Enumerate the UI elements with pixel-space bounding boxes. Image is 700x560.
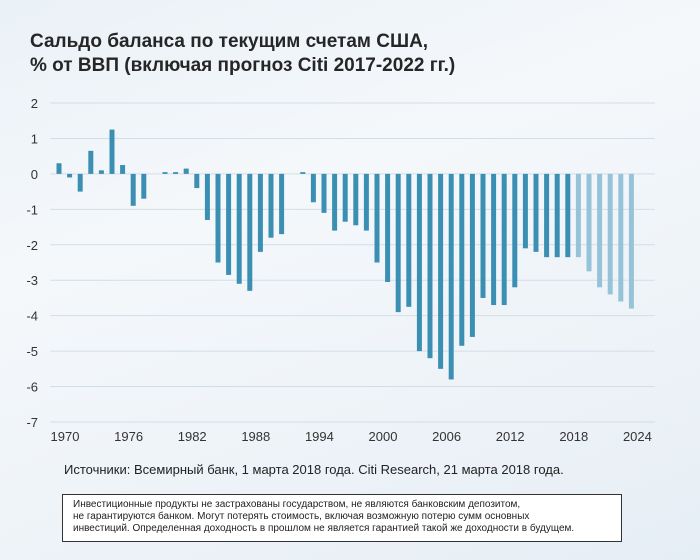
- bar-2015: [533, 173, 539, 252]
- x-tick-label: 1982: [178, 429, 207, 444]
- bar-series: [56, 129, 634, 380]
- bar-2006: [438, 173, 444, 369]
- bar-2007: [448, 173, 454, 380]
- bar-1985: [215, 173, 221, 263]
- y-tick-label: -7: [26, 415, 38, 430]
- y-tick-label: -1: [26, 202, 38, 217]
- bar-2008: [459, 173, 465, 346]
- x-tick-label: 2024: [623, 429, 652, 444]
- bar-2005: [427, 173, 433, 359]
- bar-1975: [109, 129, 115, 174]
- bar-2024: [628, 173, 634, 309]
- grid-lines: [50, 102, 655, 423]
- bar-2020: [586, 173, 592, 272]
- bar-1998: [353, 173, 359, 226]
- bar-1977: [130, 173, 136, 206]
- bar-2013: [512, 173, 518, 288]
- bar-1990: [268, 173, 274, 238]
- y-tick-label: 0: [31, 167, 38, 182]
- x-tick-label: 2006: [432, 429, 461, 444]
- bar-2009: [469, 173, 475, 337]
- bar-2014: [522, 173, 528, 249]
- chart-title-line-2: % от ВВП (включая прогноз Citi 2017-2022…: [30, 55, 456, 76]
- y-tick-label: -4: [26, 309, 38, 324]
- bar-1984: [204, 173, 210, 220]
- y-axis-ticks: 2 1 0 -1 -2 -3 -4 -5 -6 -7: [26, 96, 38, 430]
- bar-2002: [395, 173, 401, 313]
- x-tick-label: 1970: [51, 429, 80, 444]
- bar-1983: [194, 173, 200, 189]
- chart-title-line-1: Сальдо баланса по текущим счетам США,: [30, 31, 429, 52]
- bar-1997: [342, 173, 348, 222]
- bar-1972: [77, 173, 83, 192]
- disclaimer-line-2: не гарантируются банком. Могут потерять …: [73, 511, 530, 522]
- x-tick-label: 1988: [241, 429, 270, 444]
- bar-2021: [597, 173, 603, 288]
- disclaimer-box: Инвестиционные продукты не застрахованы …: [62, 494, 622, 542]
- bar-1996: [332, 173, 338, 231]
- bar-2012: [501, 173, 507, 306]
- bar-1991: [279, 173, 285, 235]
- bar-2018: [565, 173, 571, 258]
- y-tick-label: -6: [26, 380, 38, 395]
- bar-2003: [406, 173, 412, 307]
- bar-1981: [173, 172, 179, 174]
- x-tick-label: 1994: [305, 429, 334, 444]
- bar-1978: [141, 173, 147, 199]
- bar-1999: [363, 173, 369, 231]
- bar-1982: [183, 168, 189, 174]
- bar-1987: [236, 173, 242, 284]
- bar-2017: [554, 173, 560, 258]
- bar-1995: [321, 173, 327, 213]
- bar-1976: [120, 165, 126, 174]
- bar-2011: [491, 173, 497, 306]
- bar-1988: [247, 173, 253, 291]
- bar-1986: [226, 173, 232, 275]
- bar-2023: [618, 173, 624, 302]
- x-tick-label: 2012: [496, 429, 525, 444]
- chart-title: Сальдо баланса по текущим счетам США, % …: [30, 30, 670, 78]
- bar-2010: [480, 173, 486, 298]
- y-tick-label: -5: [26, 344, 38, 359]
- y-tick-label: -2: [26, 238, 38, 253]
- x-tick-label: 2000: [369, 429, 398, 444]
- disclaimer-line-3: инвестиций. Определенная доходность в пр…: [73, 523, 575, 534]
- bar-1989: [257, 173, 263, 252]
- source-note: Источники: Всемирный банк, 1 марта 2018 …: [64, 462, 564, 477]
- bar-2022: [607, 173, 613, 295]
- y-tick-label: -3: [26, 273, 38, 288]
- bar-1993: [300, 172, 306, 174]
- x-tick-label: 2018: [559, 429, 588, 444]
- x-tick-label: 1976: [114, 429, 143, 444]
- bar-2004: [416, 173, 422, 352]
- disclaimer-line-1: Инвестиционные продукты не застрахованы …: [73, 499, 521, 510]
- bar-2019: [575, 173, 581, 258]
- x-axis-ticks: 1970 1976 1982 1988 1994 2000 2006 2012 2018 2024: [51, 429, 652, 444]
- bar-1970: [56, 163, 62, 174]
- bar-1971: [67, 173, 73, 178]
- y-tick-label: 2: [31, 96, 38, 111]
- bar-1974: [98, 170, 104, 174]
- bar-2000: [374, 173, 380, 263]
- bar-1994: [310, 173, 316, 203]
- bar-2016: [544, 173, 550, 258]
- bar-chart: 2 1 0 -1 -2 -3 -4 -5 -6 -7 1970 1976 1982 1988 1994 20…: [26, 96, 655, 444]
- bar-1973: [88, 150, 94, 174]
- y-tick-label: 1: [31, 131, 38, 146]
- bar-2001: [385, 173, 391, 282]
- bar-1980: [162, 172, 168, 174]
